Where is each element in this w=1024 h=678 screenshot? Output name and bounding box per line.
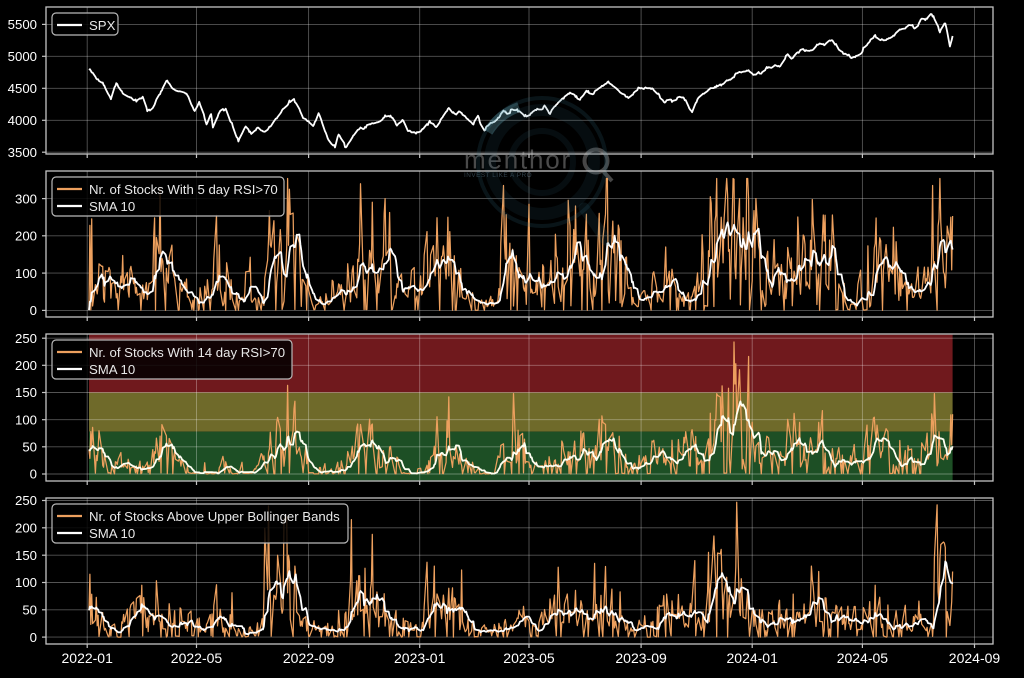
- svg-text:2024-09: 2024-09: [949, 650, 1001, 666]
- svg-text:2022-09: 2022-09: [283, 650, 335, 666]
- svg-text:300: 300: [15, 191, 37, 206]
- svg-text:2022-01: 2022-01: [62, 650, 114, 666]
- svg-text:0: 0: [30, 467, 37, 482]
- svg-text:SMA 10: SMA 10: [89, 526, 135, 541]
- svg-text:250: 250: [15, 493, 37, 508]
- svg-text:Nr. of Stocks Above Upper Boll: Nr. of Stocks Above Upper Bollinger Band…: [89, 509, 340, 524]
- svg-text:100: 100: [15, 266, 37, 281]
- svg-text:2022-05: 2022-05: [171, 650, 223, 666]
- svg-text:4000: 4000: [8, 113, 37, 128]
- svg-text:5500: 5500: [8, 17, 37, 32]
- svg-text:5000: 5000: [8, 49, 37, 64]
- svg-text:4500: 4500: [8, 81, 37, 96]
- svg-text:150: 150: [15, 548, 37, 563]
- svg-text:menthor: menthor: [464, 145, 572, 175]
- svg-text:Nr. of Stocks With 5 day RSI>7: Nr. of Stocks With 5 day RSI>70: [89, 182, 278, 197]
- svg-text:2023-09: 2023-09: [615, 650, 667, 666]
- svg-text:100: 100: [15, 412, 37, 427]
- svg-text:SPX: SPX: [89, 18, 116, 33]
- svg-text:50: 50: [22, 440, 37, 455]
- svg-text:Nr. of Stocks With 14 day RSI>: Nr. of Stocks With 14 day RSI>70: [89, 345, 285, 360]
- svg-text:250: 250: [15, 331, 37, 346]
- svg-text:200: 200: [15, 521, 37, 536]
- svg-text:3500: 3500: [8, 145, 37, 160]
- svg-text:2023-01: 2023-01: [394, 650, 446, 666]
- svg-text:2023-05: 2023-05: [503, 650, 555, 666]
- svg-text:SMA 10: SMA 10: [89, 199, 135, 214]
- svg-text:100: 100: [15, 575, 37, 590]
- svg-text:2024-01: 2024-01: [727, 650, 779, 666]
- svg-text:0: 0: [30, 303, 37, 318]
- svg-text:200: 200: [15, 358, 37, 373]
- svg-text:2024-05: 2024-05: [837, 650, 889, 666]
- svg-text:50: 50: [22, 603, 37, 618]
- svg-text:0: 0: [30, 630, 37, 645]
- svg-text:SMA 10: SMA 10: [89, 362, 135, 377]
- svg-text:200: 200: [15, 229, 37, 244]
- svg-text:INVEST LIKE A PRO: INVEST LIKE A PRO: [464, 172, 532, 179]
- svg-text:150: 150: [15, 385, 37, 400]
